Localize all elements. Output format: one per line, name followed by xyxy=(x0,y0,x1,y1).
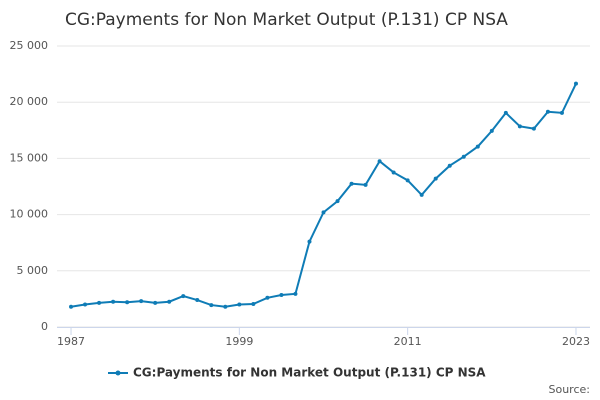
x-tick-label: 2011 xyxy=(394,335,422,348)
y-tick-label: 15 000 xyxy=(10,151,49,164)
point xyxy=(517,124,522,129)
x-tick-label: 1999 xyxy=(225,335,253,348)
point xyxy=(433,176,438,181)
point xyxy=(279,292,284,297)
point xyxy=(265,295,270,300)
point xyxy=(69,304,74,309)
point xyxy=(545,109,550,114)
point xyxy=(447,163,452,168)
point xyxy=(489,128,494,133)
point xyxy=(461,154,466,159)
point xyxy=(181,294,186,299)
y-tick-label: 5 000 xyxy=(17,264,49,277)
point xyxy=(321,210,326,215)
point xyxy=(475,144,480,149)
point xyxy=(153,300,158,305)
y-tick-label: 10 000 xyxy=(10,208,49,221)
x-tick-label: 2023 xyxy=(562,335,590,348)
point xyxy=(83,302,88,307)
chart-title: CG:Payments for Non Market Output (P.131… xyxy=(65,10,508,30)
point xyxy=(559,110,564,115)
point xyxy=(419,192,424,197)
point xyxy=(209,303,214,308)
point xyxy=(167,299,172,304)
point xyxy=(223,304,228,309)
legend-label: CG:Payments for Non Market Output (P.131… xyxy=(133,366,486,380)
point xyxy=(531,126,536,131)
point xyxy=(139,299,144,304)
point xyxy=(237,302,242,307)
y-tick-label: 20 000 xyxy=(10,95,49,108)
point xyxy=(377,159,382,164)
point xyxy=(293,291,298,296)
point xyxy=(573,81,578,86)
point xyxy=(195,298,200,303)
y-tick-label: 0 xyxy=(41,320,48,333)
point xyxy=(391,170,396,175)
x-tick-label: 1987 xyxy=(57,335,85,348)
point xyxy=(251,301,256,306)
line xyxy=(70,83,577,308)
point xyxy=(363,182,368,187)
point xyxy=(405,178,410,183)
point xyxy=(349,181,354,186)
point xyxy=(335,199,340,204)
point xyxy=(111,299,116,304)
point xyxy=(307,239,312,244)
y-tick-label: 25 000 xyxy=(10,39,49,52)
point xyxy=(125,300,130,305)
legend-marker xyxy=(115,370,121,376)
point xyxy=(503,110,508,115)
source: Source: xyxy=(549,383,591,396)
point xyxy=(97,300,102,305)
